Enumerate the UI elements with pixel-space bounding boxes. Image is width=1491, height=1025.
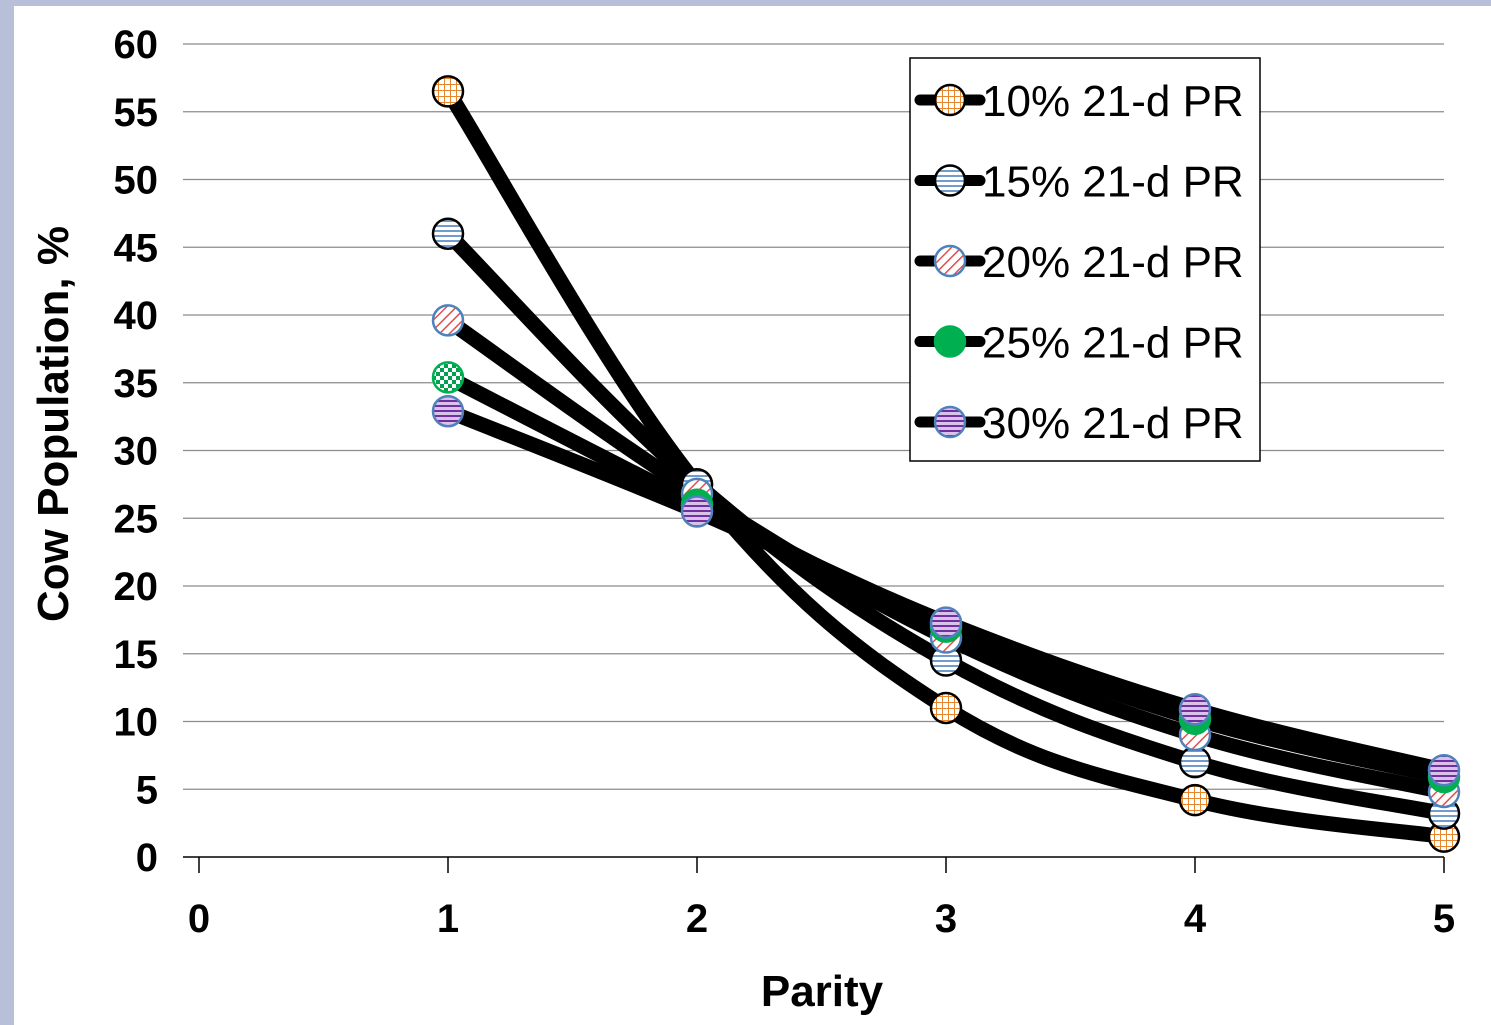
series-line bbox=[440, 226, 1452, 822]
legend-marker bbox=[933, 325, 967, 358]
data-point bbox=[431, 217, 465, 250]
y-tick-label: 50 bbox=[114, 159, 159, 203]
data-point bbox=[929, 691, 963, 725]
data-point bbox=[1178, 745, 1212, 779]
legend-item: 30% 21-d PR bbox=[914, 399, 1244, 448]
y-tick-label: 10 bbox=[114, 701, 159, 745]
legend-item: 25% 21-d PR bbox=[914, 319, 1244, 368]
x-axis-title: Parity bbox=[761, 967, 884, 1016]
data-point bbox=[431, 361, 465, 394]
legend-marker bbox=[933, 405, 967, 439]
y-tick-label: 15 bbox=[114, 633, 159, 677]
y-tick-label: 40 bbox=[114, 294, 159, 338]
legend-label: 10% 21-d PR bbox=[982, 77, 1244, 126]
legend-label: 15% 21-d PR bbox=[982, 158, 1244, 207]
x-tick-label: 5 bbox=[1433, 897, 1455, 941]
data-point bbox=[431, 304, 465, 337]
legend-label: 25% 21-d PR bbox=[982, 319, 1244, 368]
x-tick-label: 2 bbox=[686, 897, 708, 941]
x-tick-label: 3 bbox=[935, 897, 957, 941]
legend-marker bbox=[933, 244, 967, 278]
legend: 10% 21-d PR 15% 21-d PR 20% 21-d PR 25% 21-… bbox=[909, 57, 1261, 462]
data-point bbox=[431, 75, 465, 108]
data-point bbox=[1178, 783, 1212, 817]
data-point bbox=[680, 495, 714, 528]
y-tick-label: 30 bbox=[114, 430, 159, 474]
legend-label: 30% 21-d PR bbox=[982, 399, 1244, 448]
data-point bbox=[1427, 754, 1461, 787]
legend-item: 20% 21-d PR bbox=[914, 238, 1244, 287]
data-point bbox=[431, 394, 465, 428]
markers-group bbox=[431, 75, 1461, 853]
legend-item: 15% 21-d PR bbox=[914, 158, 1244, 207]
y-tick-label: 45 bbox=[114, 226, 159, 270]
y-tick-label: 5 bbox=[136, 768, 158, 812]
y-tick-label: 55 bbox=[114, 91, 159, 135]
y-tick-label: 0 bbox=[136, 836, 158, 880]
legend-label: 20% 21-d PR bbox=[982, 238, 1244, 287]
data-point bbox=[929, 606, 963, 639]
legend-marker bbox=[933, 164, 967, 197]
y-tick-label: 20 bbox=[114, 565, 159, 609]
legend-marker bbox=[933, 83, 967, 117]
data-point bbox=[1178, 693, 1212, 726]
x-tick-label: 4 bbox=[1184, 897, 1207, 941]
y-tick-label: 60 bbox=[114, 23, 159, 67]
x-tick-label: 1 bbox=[437, 897, 459, 941]
y-axis-title: Cow Population, % bbox=[29, 226, 78, 622]
legend-item: 10% 21-d PR bbox=[914, 77, 1244, 126]
y-tick-label: 25 bbox=[114, 497, 159, 541]
series-line bbox=[440, 83, 1452, 845]
x-tick-label: 0 bbox=[188, 897, 210, 941]
y-tick-label: 35 bbox=[114, 362, 159, 406]
